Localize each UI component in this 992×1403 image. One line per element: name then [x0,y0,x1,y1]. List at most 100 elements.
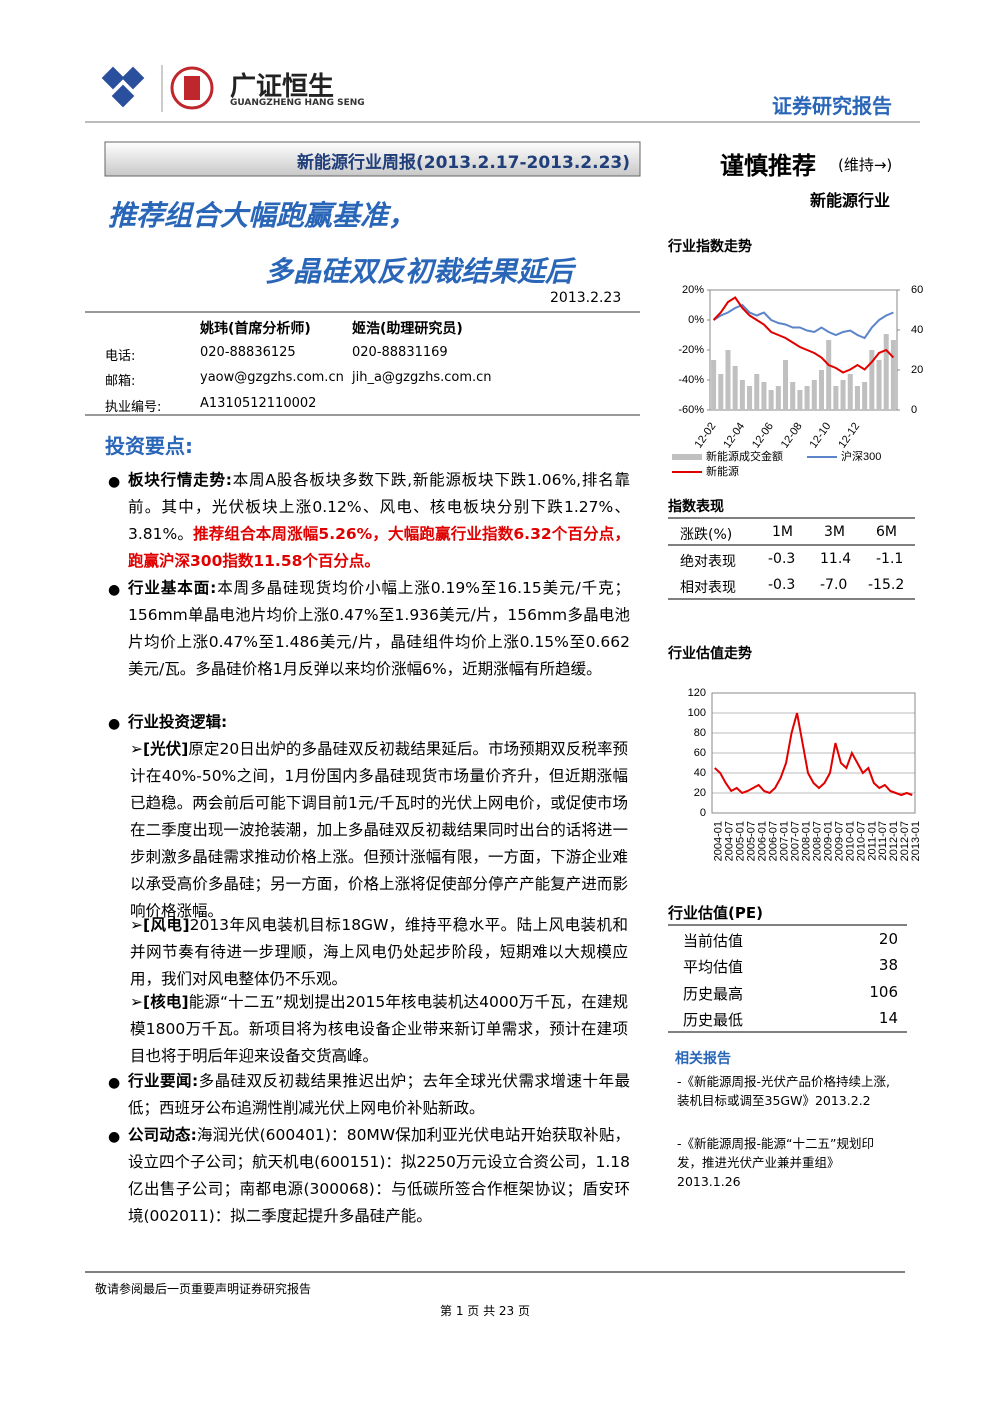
x-tick-label: 12-04 [721,421,747,451]
td: 平均估值 [683,958,744,976]
y2-tick-label: 0 [911,404,917,416]
bar [761,382,767,410]
y-tick-label: 40 [694,767,706,779]
bar [883,334,889,410]
x-tick-label: 2004-07 [724,821,736,861]
title-line: 推荐组合大幅跑赢基准， [108,199,417,232]
x-tick-label: 2006-07 [768,821,780,861]
x-tick-label: 2007-07 [789,821,801,861]
y2-tick-label: 60 [911,284,923,296]
text: 原定20日出炉的多晶硅双反初裁结果延后。市场预期双反税率预计在40%-50%之间… [130,740,628,920]
td: 20 [878,930,898,948]
legend-label: 沪深300 [841,449,881,463]
bar [826,340,832,410]
footer-note: 敬请参阅最后一页重要声明证券研究报告 [95,1282,312,1296]
paragraph: 行业要闻:多晶硅双反初裁结果推迟出炉；去年全球光伏需求增速十年最低；西班牙公布追… [128,1068,630,1122]
x-tick-label: 2013-01 [910,821,922,861]
bar [890,340,896,410]
x-tick-label: 2012-01 [888,821,900,861]
contact: A1310512110002 [200,396,317,411]
analyst: 姬浩(助理研究员) [352,321,463,337]
x-tick-label: 2009-01 [822,821,834,861]
label: 公司动态: [128,1126,197,1144]
contact-label: 电话: [105,349,136,364]
bar [862,382,868,410]
bar [725,350,731,410]
y-tick-label: 60 [694,747,706,759]
td: 绝对表现 [680,554,736,570]
td: 历史最高 [683,985,744,1003]
line [714,712,913,797]
banner-box [104,141,641,177]
bar [854,386,860,410]
bar [847,374,853,410]
plot-frame [709,289,898,411]
td: -7.0 [820,577,848,593]
y-tick-label: -40% [678,374,704,386]
th: 3M [824,524,845,540]
related-item: -《新能源周报-能源“十二五”规划印发，推进光伏产业兼并重组》2013.1.26 [677,1136,874,1189]
text: 海润光伏(600401)：80MW保加利亚光伏电站开始获取补贴，设立四个子公司；… [128,1126,630,1225]
related-title: 相关报告 [675,1051,731,1067]
td: -0.3 [768,577,796,593]
th: 6M [876,524,897,540]
table-title: 指数表现 [668,499,724,515]
text: 多晶硅双反初裁结果推迟出炉；去年全球光伏需求增速十年最低；西班牙公布追溯性削减光… [128,1072,630,1117]
bar [818,370,824,410]
text: 本周多晶硅现货均价小幅上涨0.19%至16.15美元/千克；156mm单晶电池片… [128,579,630,678]
y-tick-label: 100 [688,707,706,719]
bullet-dot: ● [108,474,121,490]
y-tick-label: 120 [688,687,706,699]
page-number: 第 1 页 共 23 页 [440,1304,530,1318]
y2-tick-label: 20 [911,364,923,376]
y-tick-label: 20 [694,787,706,799]
x-tick-label: 2005-01 [735,821,747,861]
bar [768,390,774,410]
y-tick-label: 0 [700,807,706,819]
bar [775,386,781,410]
th: 涨跌(%) [680,527,733,543]
tag: [光伏] [143,740,189,758]
text: 2013年风电装机目标18GW，维持平稳水平。陆上风电装机和并网节奏有待进一步理… [130,916,628,988]
report-type: 证券研究报告 [772,94,892,118]
plot-frame [711,692,916,814]
x-tick-label: 2011-01 [866,821,878,861]
x-tick-label: 2008-01 [800,821,812,861]
contact: jih_a@gzgzhs.com.cn [352,370,492,385]
paragraph: 板块行情走势:本周A股各板块多数下跌,新能源板块下跌1.06%,排名靠前。其中，… [128,467,630,575]
paragraph: 行业投资逻辑: [128,709,630,736]
table-title: 行业估值(PE) [668,904,763,922]
line [712,296,895,374]
label: 行业基本面: [128,579,217,597]
x-tick-label: 2009-07 [833,821,845,861]
x-tick-label: 2008-07 [811,821,823,861]
analyst: 姚玮(首席分析师) [200,321,311,337]
td: 11.4 [820,551,852,567]
bullet-dot: ● [108,1075,121,1091]
contact-label: 执业编号: [105,400,162,415]
bar [797,390,803,410]
rating: 谨慎推荐 [720,152,816,180]
x-tick-label: 2010-01 [844,821,856,861]
bar [732,366,738,410]
paragraph: 公司动态:海润光伏(600401)：80MW保加利亚光伏电站开始获取补贴，设立四… [128,1122,630,1230]
td: 106 [869,983,898,1001]
bar [783,360,789,410]
paragraph: ➢[核电]能源“十二五”规划提出2015年核电装机达4000万千瓦，在建规模18… [130,993,628,1065]
date: 2013.2.23 [550,290,622,306]
label: 行业要闻: [128,1072,199,1090]
y-tick-label: 80 [694,727,706,739]
line [713,303,894,340]
bar [869,350,875,410]
y-tick-label: -60% [678,404,704,416]
td: 历史最低 [683,1011,744,1029]
rating-note: (维持→) [838,156,893,174]
contact: 020-88836125 [200,345,296,360]
bar [804,386,810,410]
industry: 新能源行业 [810,191,891,210]
th: 1M [772,524,793,540]
section-heading: 投资要点: [105,434,193,458]
chart-title: 行业估值走势 [668,646,752,662]
